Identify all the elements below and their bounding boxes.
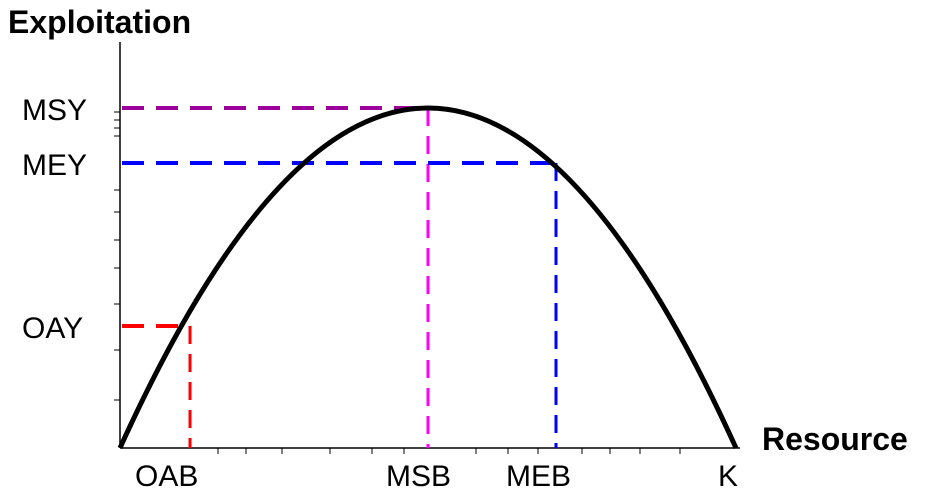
msy-label: MSY — [22, 94, 87, 127]
yield-curve — [117, 105, 739, 450]
oab-label: OAB — [135, 460, 198, 493]
x-axis-title: Resource — [762, 421, 908, 457]
msb-label: MSB — [386, 460, 451, 493]
y-axis-title: Exploitation — [8, 4, 191, 40]
mey-label: MEY — [22, 149, 87, 182]
oay-label: OAY — [22, 312, 83, 345]
meb-label: MEB — [506, 460, 571, 493]
x-axis-minor-ticks — [217, 448, 681, 454]
k-label: K — [718, 460, 738, 493]
y-axis-minor-ticks — [114, 111, 120, 401]
